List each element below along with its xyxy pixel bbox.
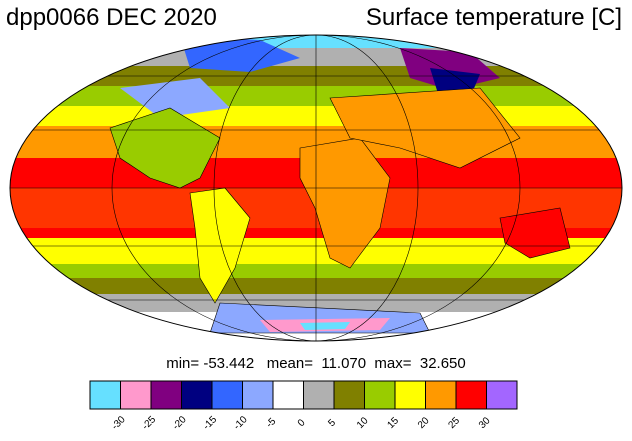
colorbar-tick-label: -5 (264, 416, 278, 430)
colorbar-tick-label: 5 (326, 417, 338, 429)
mollweide-temperature-map (9, 34, 623, 342)
colorbar: -30 -25 -20 -15 -10 -5 0 5 10 15 20 25 30 (89, 380, 518, 432)
colorbar-swatch (242, 380, 274, 410)
colorbar-swatch (425, 380, 457, 410)
colorbar-swatch (394, 380, 426, 410)
statistics-label: min= -53.442 mean= 11.070 max= 32.650 (166, 355, 466, 372)
colorbar-swatch (364, 380, 396, 410)
colorbar-tick-label: -15 (201, 414, 219, 432)
colorbar-tick-label: 10 (355, 415, 371, 431)
colorbar-swatch (150, 380, 182, 410)
colorbar-swatch (272, 380, 304, 410)
map-fill (10, 35, 622, 341)
colorbar-swatch (303, 380, 335, 410)
colorbar-tick-label: 15 (385, 415, 401, 431)
colorbar-swatch (120, 380, 152, 410)
colorbar-tick-label: 25 (446, 415, 462, 431)
colorbar-tick-label: -10 (232, 414, 250, 432)
colorbar-swatch (455, 380, 487, 410)
colorbar-tick-label: -30 (110, 414, 128, 432)
colorbar-tick-label: -25 (140, 414, 158, 432)
plot-title-variable: Surface temperature [C] (365, 4, 622, 31)
colorbar-swatch (486, 380, 518, 410)
colorbar-tick-label: 20 (416, 415, 432, 431)
colorbar-swatch (89, 380, 121, 410)
colorbar-swatch (211, 380, 243, 410)
colorbar-swatch (181, 380, 213, 410)
colorbar-tick-label: 0 (296, 417, 308, 429)
colorbar-tick-label: -20 (171, 414, 189, 432)
colorbar-tick-label: 30 (477, 415, 493, 431)
colorbar-swatch (333, 380, 365, 410)
plot-title-experiment: dpp0066 DEC 2020 (6, 4, 217, 31)
